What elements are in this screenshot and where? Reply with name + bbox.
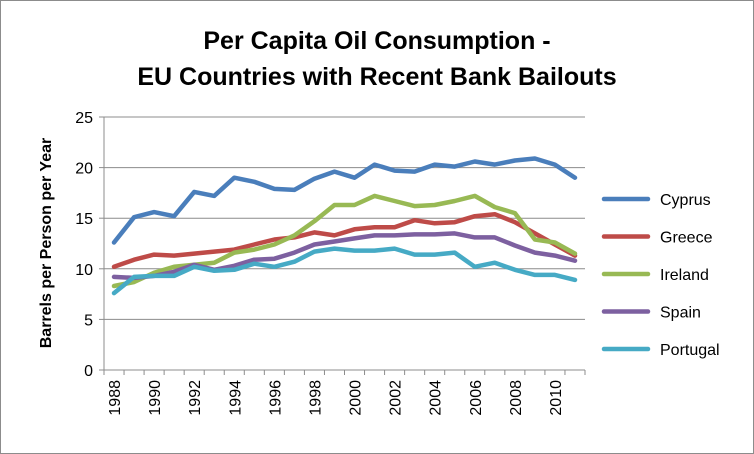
y-tick-label-5: 5 bbox=[84, 312, 93, 329]
axes: 0 5 10 15 20 25 1988 1990 1992 1994 1996 1998 2000 20… bbox=[75, 110, 586, 416]
x-tick-label-2008: 2008 bbox=[508, 380, 525, 416]
chart-subtitle: EU Countries with Recent Bank Bailouts bbox=[137, 63, 616, 91]
y-tick-label-15: 15 bbox=[75, 211, 93, 228]
series-line-cyprus bbox=[111, 156, 578, 245]
x-tick-label-1998: 1998 bbox=[307, 380, 324, 416]
legend-label-greece: Greece bbox=[660, 230, 713, 247]
chart-title: Per Capita Oil Consumption - bbox=[203, 27, 550, 55]
x-tick-label-2000: 2000 bbox=[348, 380, 365, 416]
x-tick-label-1992: 1992 bbox=[187, 380, 204, 416]
series-lines bbox=[111, 156, 578, 296]
legend-label-spain: Spain bbox=[660, 305, 701, 322]
y-tick-label-0: 0 bbox=[84, 363, 93, 380]
legend-label-portugal: Portugal bbox=[660, 342, 720, 359]
gridlines bbox=[104, 116, 585, 320]
legend-label-ireland: Ireland bbox=[660, 267, 709, 284]
y-tick-label-20: 20 bbox=[75, 161, 93, 178]
x-tick-label-1990: 1990 bbox=[147, 380, 164, 416]
y-tick-label-25: 25 bbox=[75, 110, 93, 127]
x-tick-label-2004: 2004 bbox=[428, 380, 445, 416]
series-line-greece bbox=[111, 211, 578, 270]
x-tick-label-1994: 1994 bbox=[227, 380, 244, 416]
x-tick-label-2002: 2002 bbox=[388, 380, 405, 416]
y-tick-label-10: 10 bbox=[75, 262, 93, 279]
x-tick-label-1988: 1988 bbox=[107, 380, 124, 416]
y-axis-label: Barrels per Person per Year bbox=[38, 138, 55, 349]
x-tick-label-2006: 2006 bbox=[468, 380, 485, 416]
x-tick-label-1996: 1996 bbox=[267, 380, 284, 416]
x-tick-label-2010: 2010 bbox=[548, 380, 565, 416]
legend: Cyprus Greece Ireland Spain Portugal bbox=[601, 192, 720, 359]
legend-label-cyprus: Cyprus bbox=[660, 192, 711, 209]
series-line-portugal bbox=[111, 246, 578, 296]
